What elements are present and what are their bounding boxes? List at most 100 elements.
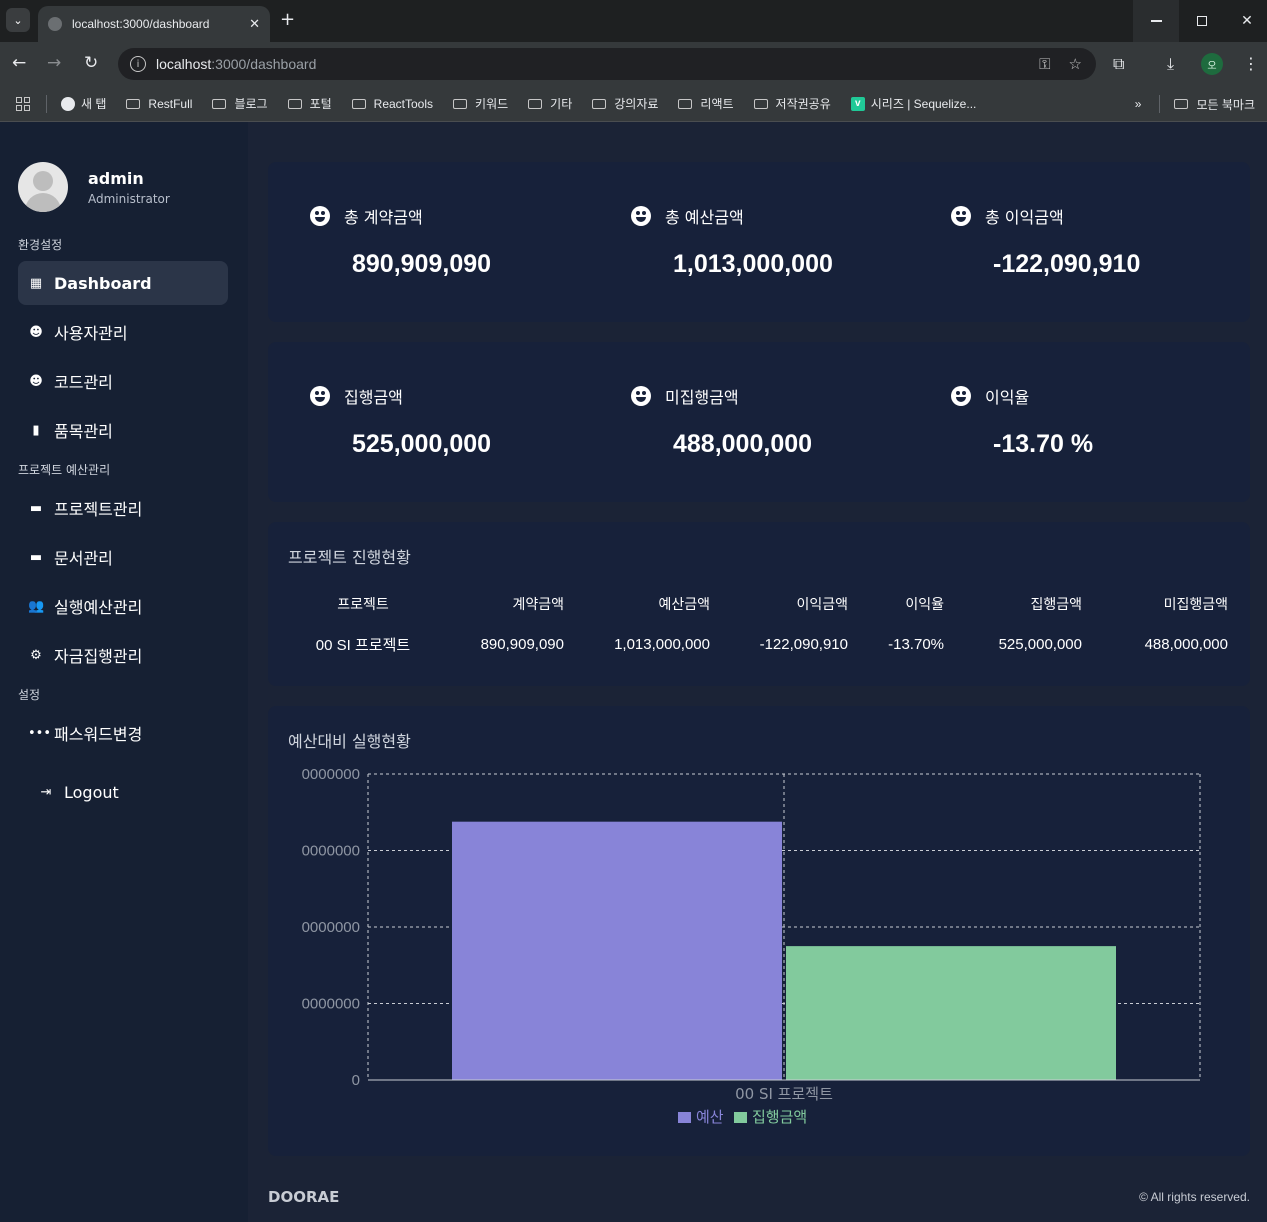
user-name: admin (88, 168, 144, 188)
forward-icon[interactable]: → (47, 53, 62, 73)
stat-value: 488,000,000 (673, 430, 813, 458)
logout-icon: ⇥ (40, 784, 52, 800)
divider (1159, 95, 1161, 113)
stat-contract: 총 계약금액 890,909,090 (310, 204, 491, 279)
column-header: 집행금액 (1030, 597, 1082, 613)
people-icon: 👥 (28, 598, 45, 614)
sidebar-item-exec-budget[interactable]: 👥 실행예산관리 (28, 598, 143, 617)
logout-button[interactable]: ⇥ Logout (28, 770, 238, 814)
key-icon[interactable]: ⚿ (1039, 55, 1051, 73)
profile-avatar[interactable]: 오 (1201, 53, 1223, 75)
table-header-row: 프로젝트 계약금액 예산금액 이익금액 이익율 집행금액 미집행금액 (288, 594, 1228, 634)
sidebar-item-users[interactable]: ☻ 사용자관리 (29, 324, 128, 343)
table-row[interactable]: 00 SI 프로젝트 890,909,090 1,013,000,000 -12… (288, 634, 1228, 655)
sidebar-item-dashboard[interactable]: ▦ Dashboard (18, 261, 228, 305)
folder-icon (528, 98, 543, 109)
reload-icon[interactable]: ↻ (84, 53, 99, 73)
table-cell: 488,000,000 (1144, 636, 1228, 653)
bookmark-folder[interactable]: 기타 (528, 95, 572, 112)
globe-icon (61, 96, 75, 111)
progress-card: 프로젝트 진행현황 프로젝트 계약금액 예산금액 이익금액 이익율 집행금액 미… (268, 522, 1250, 686)
minimize-button[interactable] (1133, 0, 1179, 42)
sidebar-item-fund-exec[interactable]: ⚙ 자금집행관리 (18, 633, 228, 677)
bookmark-folder[interactable]: RestFull (126, 97, 192, 111)
sidebar-item-projects[interactable]: ▬ 프로젝트관리 (29, 500, 143, 519)
globe-icon (48, 17, 62, 31)
briefcase-icon: ▬ (29, 549, 43, 565)
folder-icon (678, 98, 693, 109)
stat-label: 이익율 (985, 388, 1030, 407)
url-text[interactable]: localhost:3000/dashboard (156, 56, 317, 72)
x-tick-label: 00 SI 프로젝트 (735, 1085, 833, 1103)
table-cell: -13.70% (888, 636, 944, 653)
browser-tab[interactable]: localhost:3000/dashboard ✕ (38, 6, 270, 42)
bookmark-all[interactable]: 모든 북마크 (1174, 96, 1255, 113)
smiley-icon (310, 386, 330, 406)
stat-label: 총 계약금액 (344, 208, 423, 227)
stat-unexecuted: 미집행금액 488,000,000 (631, 384, 812, 459)
sidebar-item-codes[interactable]: ☻ 코드관리 (29, 373, 113, 392)
sidebar-item-products[interactable]: ▮ 품목관리 (18, 408, 228, 452)
stat-executed: 집행금액 525,000,000 (310, 384, 491, 459)
column-header: 이익금액 (796, 597, 848, 613)
legend-swatch (678, 1112, 691, 1123)
sidebar-item-documents[interactable]: ▬ 문서관리 (29, 549, 113, 568)
bookmarks-bar: 새 탭 RestFull 블로그 포털 ReactTools 키워드 기타 강의… (0, 86, 1267, 122)
window-close-button[interactable]: ✕ (1241, 13, 1253, 29)
folder-icon (1174, 99, 1189, 109)
smiley-icon: ☻ (29, 324, 43, 340)
download-icon[interactable]: ⤓ (1167, 54, 1175, 73)
address-bar[interactable]: i localhost:3000/dashboard ⚿ ☆ (118, 48, 1096, 80)
stat-label: 총 예산금액 (665, 208, 744, 227)
legend-label: 예산 (696, 1108, 724, 1126)
stat-label: 총 이익금액 (985, 208, 1064, 227)
legend-label: 집행금액 (752, 1108, 807, 1126)
close-icon[interactable]: ✕ (249, 16, 260, 32)
bookmark-folder[interactable]: 포털 (287, 95, 332, 112)
column-header: 계약금액 (512, 597, 564, 613)
bookmark-series[interactable]: v 시리즈 | Sequelize... (850, 95, 976, 112)
summary-card-2: 집행금액 525,000,000 미집행금액 488,000,000 이익율 -… (268, 342, 1250, 502)
chevron-right-icon[interactable]: » (1134, 97, 1142, 111)
folder-icon (351, 98, 366, 109)
maximize-button[interactable] (1179, 0, 1225, 42)
sidebar-item-password[interactable]: ••• 패스워드변경 (28, 725, 143, 744)
chart-title: 예산대비 실행현황 (288, 732, 411, 751)
smiley-icon (951, 206, 971, 226)
bar-budget (452, 821, 782, 1080)
progress-table: 프로젝트 계약금액 예산금액 이익금액 이익율 집행금액 미집행금액 00 SI… (288, 594, 1228, 655)
smiley-icon (631, 386, 651, 406)
bookmark-new-tab[interactable]: 새 탭 (61, 95, 106, 112)
avatar (18, 162, 68, 212)
bookmark-folder[interactable]: 블로그 (212, 95, 268, 112)
footer-copyright: © All rights reserved. (1139, 1190, 1250, 1204)
gear-icon: ⚙ (30, 647, 42, 663)
y-tick-label: 0000000 (302, 919, 360, 936)
site-info-icon[interactable]: i (130, 56, 146, 72)
bookmark-folder[interactable]: 저작권공유 (753, 95, 831, 112)
bar-executed (786, 946, 1116, 1080)
bookmark-folder[interactable]: 키워드 (453, 95, 508, 112)
new-tab-button[interactable]: + (280, 9, 296, 30)
y-tick-label: 0 (352, 1072, 360, 1089)
section-label-env: 환경설정 (18, 238, 63, 252)
briefcase-icon: ▬ (29, 500, 43, 516)
user-profile: admin Administrator (18, 162, 170, 212)
bookmark-folder[interactable]: 리액트 (678, 95, 734, 112)
bookmark-folder[interactable]: 강의자료 (592, 95, 658, 112)
stat-profit: 총 이익금액 -122,090,910 (951, 204, 1140, 279)
stat-label: 집행금액 (344, 388, 403, 407)
back-icon[interactable]: ← (12, 53, 27, 73)
star-icon[interactable]: ☆ (1068, 55, 1082, 73)
extensions-icon[interactable]: ⧉ (1113, 54, 1125, 73)
apps-icon[interactable] (16, 96, 30, 111)
table-cell: 890,909,090 (480, 636, 564, 653)
stat-value: 525,000,000 (352, 430, 492, 458)
stat-value: -13.70 % (993, 430, 1094, 458)
dashboard-icon: ▦ (29, 275, 43, 291)
table-cell: 1,013,000,000 (614, 636, 710, 653)
table-cell: 00 SI 프로젝트 (315, 637, 411, 654)
more-menu-icon[interactable]: ⋮ (1243, 54, 1259, 73)
bookmark-folder[interactable]: ReactTools (351, 97, 433, 111)
tab-search-button[interactable]: ⌄ (6, 8, 30, 32)
